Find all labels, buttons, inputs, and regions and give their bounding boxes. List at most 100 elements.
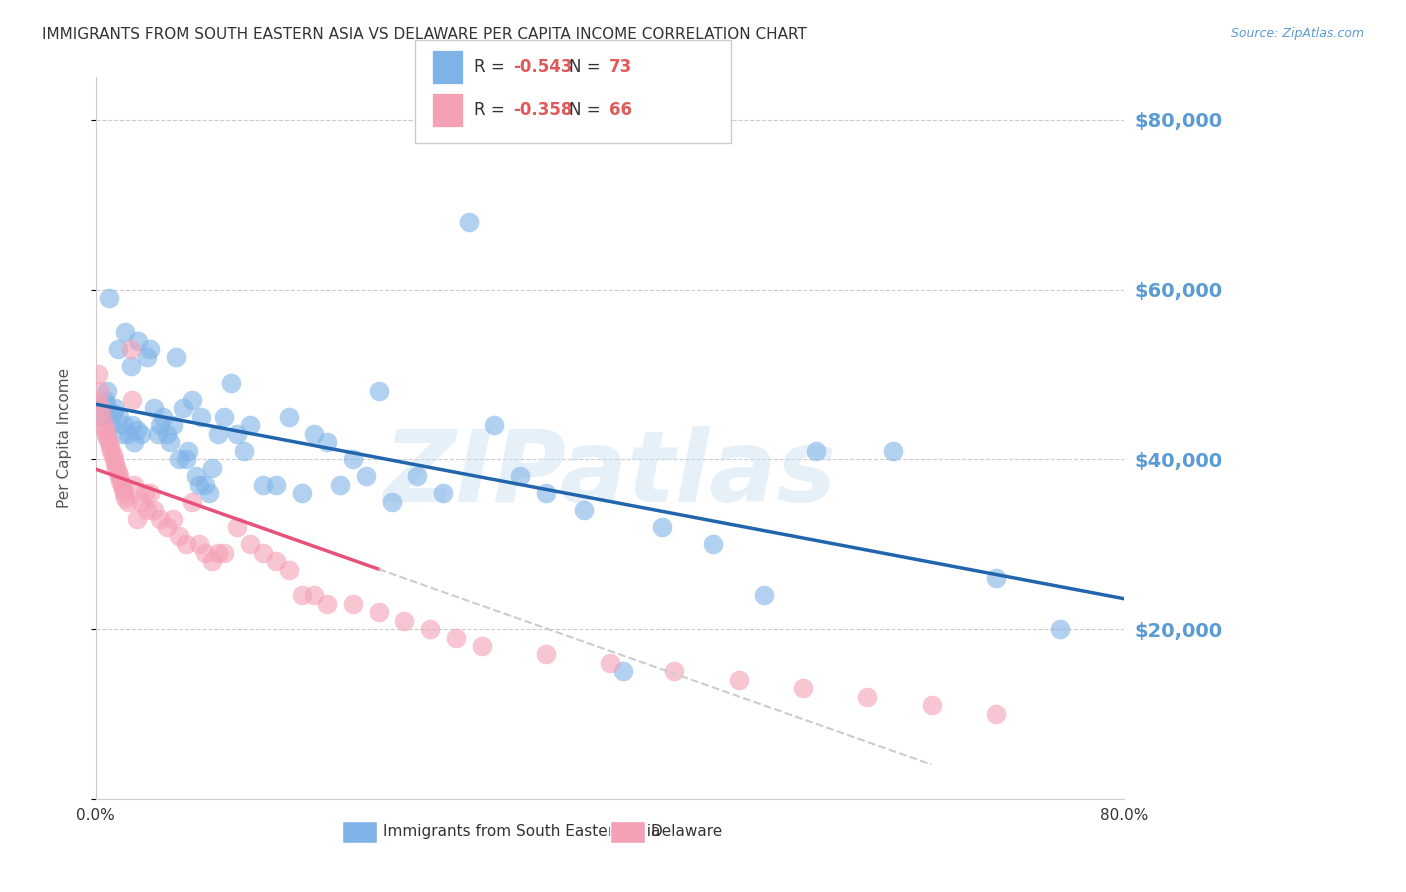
Point — [304, 426, 326, 441]
Point — [534, 486, 557, 500]
Text: 66: 66 — [609, 101, 631, 119]
Point — [104, 457, 127, 471]
Point — [117, 426, 139, 441]
Point — [120, 359, 142, 373]
Point — [121, 418, 143, 433]
Point — [484, 418, 506, 433]
Text: 73: 73 — [609, 58, 633, 76]
Point — [169, 529, 191, 543]
Point — [120, 342, 142, 356]
Point — [200, 460, 222, 475]
Point — [174, 537, 197, 551]
Point — [100, 443, 122, 458]
Point — [354, 469, 377, 483]
Y-axis label: Per Capita Income: Per Capita Income — [58, 368, 72, 508]
Point — [110, 477, 132, 491]
Point — [316, 435, 339, 450]
Point — [91, 409, 114, 424]
Point — [444, 631, 467, 645]
Point — [207, 426, 229, 441]
Text: Immigrants from South Eastern Asia: Immigrants from South Eastern Asia — [382, 824, 661, 839]
Point — [107, 465, 129, 479]
Point — [367, 605, 389, 619]
Point — [754, 588, 776, 602]
Point — [329, 477, 352, 491]
Point — [200, 554, 222, 568]
Point — [165, 351, 187, 365]
Point — [105, 460, 128, 475]
Point — [93, 418, 115, 433]
Text: R =: R = — [474, 101, 510, 119]
Point — [342, 597, 364, 611]
Point — [194, 546, 217, 560]
Point — [599, 656, 621, 670]
Point — [432, 486, 454, 500]
Text: Delaware: Delaware — [651, 824, 723, 839]
Point — [94, 397, 117, 411]
Point — [103, 452, 125, 467]
Point — [124, 477, 146, 491]
Point — [574, 503, 596, 517]
Text: R =: R = — [474, 58, 510, 76]
Point — [406, 469, 429, 483]
Point — [856, 690, 879, 704]
Point — [114, 491, 136, 505]
Point — [187, 477, 209, 491]
Point — [207, 546, 229, 560]
Point — [96, 384, 118, 399]
Point — [97, 291, 120, 305]
Point — [155, 426, 177, 441]
Point — [162, 512, 184, 526]
Point — [90, 401, 112, 416]
Point — [190, 409, 212, 424]
Point — [921, 698, 943, 713]
Point — [127, 334, 149, 348]
Point — [124, 435, 146, 450]
Point — [149, 418, 172, 433]
Point — [97, 435, 120, 450]
Point — [107, 342, 129, 356]
Point — [252, 477, 274, 491]
Point — [984, 571, 1007, 585]
Point — [882, 443, 904, 458]
Point — [181, 392, 204, 407]
Text: -0.358: -0.358 — [513, 101, 572, 119]
Point — [239, 418, 262, 433]
Text: N =: N = — [569, 101, 606, 119]
Point — [142, 503, 165, 517]
Point — [184, 469, 207, 483]
Point — [96, 431, 118, 445]
Point — [509, 469, 531, 483]
Point — [112, 418, 135, 433]
Point — [155, 520, 177, 534]
Text: ZIPatlas: ZIPatlas — [384, 425, 837, 523]
Point — [125, 512, 148, 526]
Point — [198, 486, 221, 500]
Point — [129, 426, 152, 441]
Point — [152, 409, 174, 424]
Point — [146, 426, 169, 441]
Point — [111, 482, 134, 496]
Point — [169, 452, 191, 467]
Point — [101, 406, 124, 420]
Point — [134, 486, 156, 500]
Point — [470, 639, 492, 653]
Point — [804, 443, 827, 458]
Point — [187, 537, 209, 551]
Point — [177, 443, 200, 458]
Point — [316, 597, 339, 611]
Point — [87, 368, 110, 382]
Point — [94, 426, 117, 441]
Point — [264, 554, 287, 568]
Point — [108, 409, 131, 424]
Point — [112, 486, 135, 500]
Point — [232, 443, 254, 458]
Point — [136, 503, 159, 517]
Point — [277, 409, 299, 424]
Point — [727, 673, 749, 687]
Point — [252, 546, 274, 560]
Point — [142, 401, 165, 416]
Point — [125, 423, 148, 437]
Point — [114, 325, 136, 339]
Point — [419, 622, 441, 636]
